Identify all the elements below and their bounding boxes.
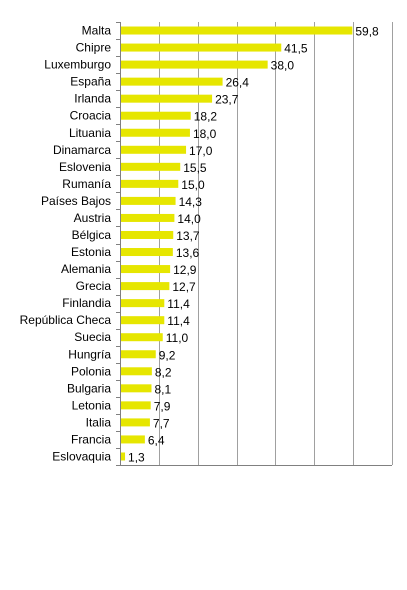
category-label: Croacia: [70, 109, 112, 123]
bar-16: [121, 299, 165, 308]
category-label: Grecia: [76, 279, 112, 293]
category-label: Países Bajos: [41, 194, 111, 208]
value-label: 13,7: [176, 229, 200, 243]
value-label: 12,7: [172, 280, 196, 294]
category-label: España: [70, 75, 111, 89]
value-label: 14,3: [179, 195, 203, 209]
bar-6: [121, 128, 190, 137]
bar-4: [121, 94, 213, 103]
value-label: 15,0: [181, 178, 205, 192]
value-label: 11,0: [166, 331, 189, 345]
bar-13: [121, 248, 173, 257]
value-label: 6,4: [148, 433, 165, 447]
value-label: 11,4: [167, 297, 190, 311]
category-label: Francia: [71, 432, 111, 446]
value-label: 17,0: [189, 144, 213, 158]
category-label: Luxemburgo: [44, 58, 111, 72]
value-label: 8,1: [154, 382, 171, 396]
category-label: Lituania: [69, 126, 111, 140]
value-label: 7,7: [153, 416, 170, 430]
bar-24: [121, 435, 145, 444]
value-label: 9,2: [159, 348, 176, 362]
gridlines: [159, 22, 393, 465]
bar-17: [121, 316, 165, 325]
category-label: Suecia: [74, 330, 111, 344]
bar-14: [121, 265, 171, 274]
bar-9: [121, 179, 179, 188]
category-label: Eslovaquia: [52, 449, 111, 463]
category-label: Irlanda: [74, 92, 111, 106]
bar-11: [121, 213, 175, 222]
bar-25: [121, 452, 126, 461]
bar-12: [121, 230, 174, 239]
value-label: 13,6: [176, 246, 200, 260]
category-label: Malta: [82, 24, 112, 38]
bar-3: [121, 77, 223, 86]
value-label: 38,0: [271, 59, 295, 73]
value-label: 18,2: [194, 110, 218, 124]
value-label: 12,9: [173, 263, 197, 277]
bar-22: [121, 401, 151, 410]
category-label: Dinamarca: [53, 143, 111, 157]
category-label: Estonia: [71, 245, 111, 259]
value-label: 26,4: [226, 76, 250, 90]
bar-2: [121, 60, 268, 69]
category-labels: Malta Chipre Luxemburgo España Irlanda Croaci…: [20, 24, 112, 464]
bar-18: [121, 333, 163, 342]
bar-23: [121, 418, 150, 427]
bar-5: [121, 111, 191, 120]
category-label: Austria: [74, 211, 112, 225]
bar-21: [121, 384, 152, 393]
category-label: Rumanía: [62, 177, 111, 191]
category-label: Hungría: [68, 347, 111, 361]
category-label: Chipre: [76, 41, 112, 55]
value-label: 14,0: [177, 212, 201, 226]
bar-0: [121, 26, 353, 35]
value-label: 1,3: [128, 450, 145, 464]
category-label: Polonia: [71, 364, 111, 378]
category-label: Eslovenia: [59, 160, 111, 174]
category-label: Alemania: [61, 262, 111, 276]
bar-20: [121, 367, 152, 376]
bar-8: [121, 162, 181, 171]
value-label: 8,2: [155, 365, 172, 379]
value-labels: 59,8 41,5 38,0 26,4 23,7 18,2 18,0 17,0 15,5 15,0…: [128, 25, 379, 465]
axes: [116, 22, 392, 466]
value-label: 18,0: [193, 127, 217, 141]
bars: [121, 26, 353, 461]
category-label: República Checa: [20, 313, 112, 327]
bar-15: [121, 282, 170, 291]
value-label: 41,5: [284, 42, 308, 56]
value-label: 7,9: [154, 399, 171, 413]
value-label: 15,5: [183, 161, 207, 175]
value-label: 23,7: [215, 93, 239, 107]
value-label: 59,8: [355, 25, 379, 39]
category-label: Bulgaria: [67, 381, 111, 395]
bar-7: [121, 145, 187, 154]
bar-1: [121, 43, 282, 52]
category-label: Bélgica: [72, 228, 112, 242]
value-label: 11,4: [167, 314, 190, 328]
bar-19: [121, 350, 156, 359]
category-label: Finlandia: [62, 296, 111, 310]
category-label: Italia: [86, 415, 112, 429]
bar-10: [121, 196, 176, 205]
category-label: Letonia: [72, 398, 112, 412]
